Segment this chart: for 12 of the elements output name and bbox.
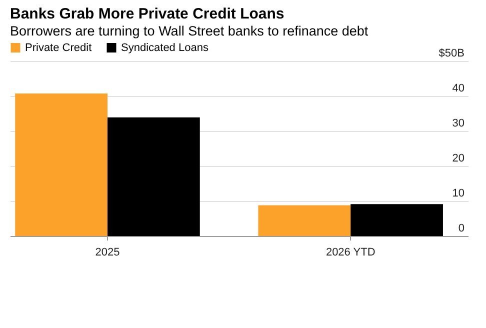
y-tick-label: 30 (452, 118, 464, 130)
y-tick-label: 20 (452, 152, 464, 164)
legend-label: Private Credit (25, 42, 92, 54)
x-tick-label: 2026 YTD (326, 246, 376, 258)
y-tick-label: 10 (452, 188, 464, 200)
y-tick-label: $50B (438, 48, 464, 60)
y-tick-label: 0 (458, 222, 464, 234)
chart-subtitle: Borrowers are turning to Wall Street banks to refinance debt (10, 24, 368, 38)
chart-title: Banks Grab More Private Credit Loans (10, 6, 284, 22)
x-tick-label: 2025 (95, 246, 120, 258)
legend-label: Syndicated Loans (121, 42, 209, 54)
y-tick-label: 40 (452, 82, 464, 94)
